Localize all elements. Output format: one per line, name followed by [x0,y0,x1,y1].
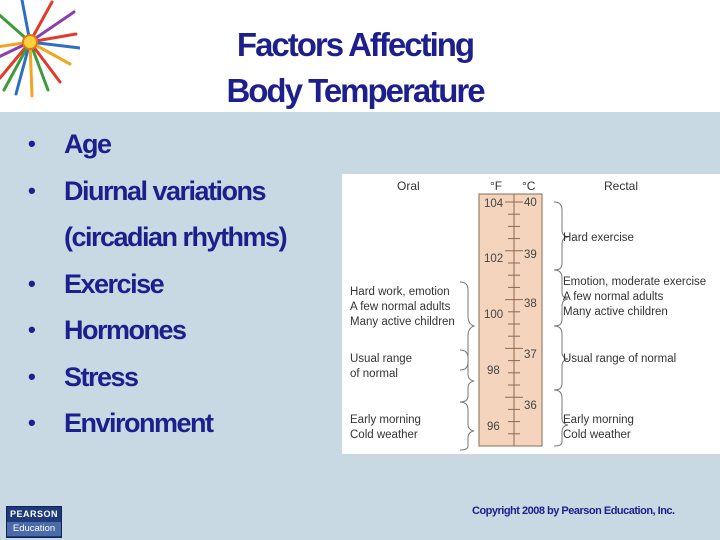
oral-bracket-low [459,401,475,451]
bullet-dot: • [28,270,36,296]
fahrenheit-label: 100 [484,309,503,321]
fahrenheit-header: °F [490,179,502,193]
bullet-text: Stress [64,361,139,392]
bullet-dot: • [28,317,36,342]
celsius-label: 40 [524,197,537,209]
celsius-label: 37 [524,349,537,361]
oral-label: Hard work, emotion [350,286,450,298]
rectal-label: A few normal adults [563,291,664,303]
bullet-text: (circadian rhythms) [64,222,288,252]
fahrenheit-label: 96 [487,421,500,433]
bullet-item: • Stress [28,357,286,404]
rectal-label: Many active children [563,306,668,318]
fahrenheit-label: 102 [484,253,503,265]
bullet-text: Age [64,129,112,159]
scale-ticks [505,201,523,447]
logo-text-top: PEARSON [9,509,58,519]
oral-label: Usual range [350,353,412,365]
rectal-label: Cold weather [563,429,631,441]
bullet-item: • Hormones [28,310,286,357]
logo-text-bottom: Education [7,522,61,536]
oral-label: of normal [350,368,398,380]
celsius-label: 36 [524,400,537,412]
bullet-dot: • [28,131,36,156]
fahrenheit-label: 98 [487,365,500,377]
starburst-decoration [0,0,80,98]
rectal-label: Usual range of normal [563,353,676,365]
bullet-text: Diurnal variations [64,175,267,206]
thermometer-column [478,193,543,447]
bullet-item: • Age [28,124,286,171]
bullet-continuation: (circadian rhythms) [28,217,288,264]
bullet-dot: • [28,410,36,435]
bullet-item: • Environment [28,403,286,450]
title-line-1: Factors Affecting [236,26,475,63]
rectal-bracket-normal [553,325,569,391]
bullet-dot: • [28,363,36,389]
slide-title: Factors Affecting Body Temperature [150,22,560,114]
rectal-bracket-exercise [553,201,569,271]
oral-label: Cold weather [350,429,418,441]
bullet-text: Environment [64,408,214,438]
celsius-label: 38 [524,298,537,310]
bullet-text: Exercise [64,268,165,299]
rectal-label: Early morning [563,414,634,426]
bullet-item: • Diurnal variations [28,171,286,218]
rectal-bracket-emotion [553,269,569,327]
temperature-diagram: Oral °F °C Rectal 104 102 100 98 96 40 3… [350,179,706,451]
pearson-logo: PEARSON Education [6,506,62,538]
bullet-list: • Age • Diurnal variations (circadian rhyt… [28,124,288,450]
oral-label: Many active children [350,316,455,328]
rectal-bracket-low [553,389,569,447]
temperature-figure: Oral °F °C Rectal 104 102 100 98 96 40 3… [342,174,720,454]
bullet-item: • Exercise [28,264,286,311]
oral-bracket-normal [459,349,475,403]
oral-header: Oral [397,179,420,193]
bullet-text: Hormones [64,315,187,345]
celsius-header: °C [522,179,536,193]
rectal-label: Hard exercise [563,232,634,244]
fahrenheit-label: 104 [484,198,504,210]
celsius-label: 39 [524,249,537,261]
oral-label: A few normal adults [350,301,451,313]
bullet-dot: • [28,177,36,203]
title-line-2: Body Temperature [226,72,485,109]
oral-label: Early morning [350,414,421,426]
rectal-header: Rectal [604,179,638,193]
oral-bracket-upper [459,281,476,371]
copyright-text: Copyright 2008 by Pearson Education, Inc… [472,505,675,517]
rectal-label: Emotion, moderate exercise [563,276,706,288]
